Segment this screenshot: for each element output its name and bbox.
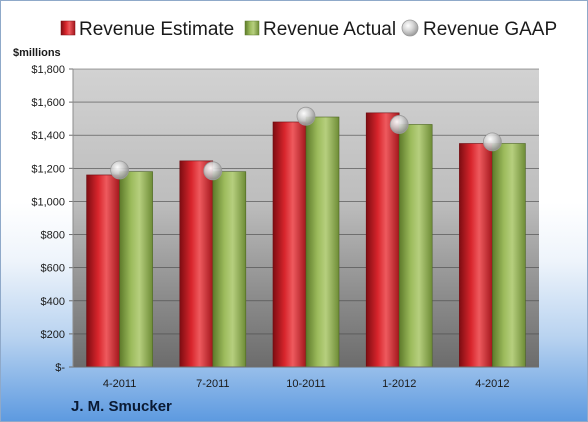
bar-revenue-estimate	[459, 143, 493, 368]
y-tick-label: $1,000	[31, 196, 65, 208]
marker-revenue-gaap	[389, 115, 409, 134]
x-tick-label: 1-2012	[382, 378, 416, 390]
legend-marker-gaap	[401, 19, 419, 37]
bar-revenue-actual	[398, 124, 433, 368]
marker-revenue-gaap	[110, 160, 129, 180]
y-axis-ticks: $- $200 $400 $600 $800 $1,000 $1,200 $1,400 $1,6…	[31, 64, 73, 374]
company-name: J. M. Smucker	[71, 398, 172, 415]
bar-revenue-estimate	[179, 160, 214, 368]
x-tick-label: 10-2011	[286, 378, 326, 390]
y-tick-label: $400	[41, 296, 65, 308]
y-tick-label: $1,800	[31, 64, 65, 76]
y-axis-unit-label: $millions	[13, 47, 61, 59]
marker-revenue-gaap	[296, 106, 316, 126]
y-tick-label: $800	[41, 230, 65, 242]
bar-revenue-estimate	[272, 121, 307, 368]
y-tick-label: $1,600	[31, 97, 65, 109]
legend-item-actual: Revenue Actual	[244, 19, 396, 40]
gaap-markers	[110, 106, 502, 181]
legend-label-actual: Revenue Actual	[263, 19, 396, 40]
y-tick-label: $1,200	[31, 163, 65, 175]
x-tick-label: 4-2012	[475, 378, 509, 390]
bar-revenue-actual	[492, 143, 526, 368]
y-tick-label: $1,400	[31, 130, 65, 142]
bar-revenue-estimate	[86, 174, 120, 368]
legend-swatch-actual	[244, 20, 260, 36]
legend-item-estimate: Revenue Estimate	[60, 19, 234, 40]
y-tick-label: $600	[41, 263, 65, 275]
legend-label-estimate: Revenue Estimate	[79, 19, 234, 40]
legend-item-gaap: Revenue GAAP	[401, 19, 557, 40]
legend-swatch-estimate	[60, 20, 76, 36]
marker-revenue-gaap	[203, 161, 223, 181]
bars	[86, 112, 526, 368]
legend-label-gaap: Revenue GAAP	[423, 19, 557, 40]
x-tick-label: 7-2011	[196, 378, 229, 390]
x-axis-ticks: 4-2011 7-2011 10-2011 1-2012 4-2012	[103, 378, 510, 390]
bar-revenue-estimate	[365, 112, 400, 368]
marker-revenue-gaap	[482, 132, 502, 152]
bar-revenue-actual	[119, 171, 153, 368]
bar-revenue-actual	[212, 171, 247, 368]
y-tick-label: $200	[41, 329, 65, 341]
bar-revenue-actual	[305, 116, 340, 368]
x-tick-label: 4-2011	[103, 378, 136, 390]
y-tick-label: $-	[55, 362, 65, 374]
legend: Revenue Estimate Revenue Actual Revenue …	[60, 19, 557, 40]
